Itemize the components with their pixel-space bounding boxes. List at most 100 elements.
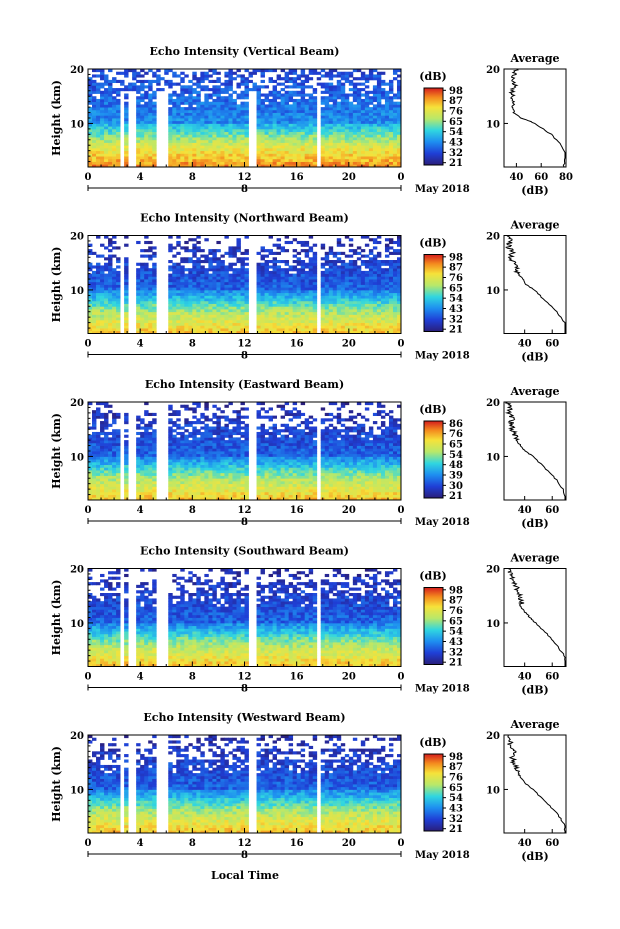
x-tick-label: 20 — [342, 672, 356, 683]
x-axis-label: Local Time — [211, 869, 279, 882]
profile-frame — [503, 734, 567, 834]
panel-3: Echo Intensity (Southward Beam) Height (k… — [50, 545, 567, 697]
date-label: May 2018 — [415, 184, 470, 195]
colorbar-tick-label: 76 — [449, 429, 463, 440]
profile-line — [508, 68, 566, 168]
colorbar-unit: (dB) — [419, 237, 446, 250]
x-tick-label: 0 — [398, 339, 405, 350]
y-tick-label: 20 — [70, 565, 84, 576]
colorbar-tick-label: 65 — [449, 616, 463, 627]
panel-title: Echo Intensity (Westward Beam) — [143, 711, 345, 724]
x-tick-label: 8 — [189, 838, 196, 849]
date-label: May 2018 — [415, 351, 470, 362]
panel-2: Echo Intensity (Eastward Beam) Height (km… — [50, 378, 567, 530]
colorbar-tick-label: 43 — [449, 138, 463, 149]
profile-title: Average — [509, 552, 559, 565]
x-tick-label: 16 — [290, 672, 304, 683]
profile-x-tick-label: 40 — [518, 339, 532, 350]
colorbar-tick-label: 65 — [449, 283, 463, 294]
x-tick-label: 4 — [137, 672, 144, 683]
panel-title: Echo Intensity (Vertical Beam) — [149, 45, 339, 58]
x-tick-label: 16 — [290, 838, 304, 849]
profile-x-label: (dB) — [521, 184, 548, 197]
colorbar-tick-label: 76 — [449, 106, 463, 117]
x-tick-label: 4 — [137, 172, 144, 183]
colorbar-tick-label: 65 — [449, 117, 463, 128]
colorbar-tick-label: 32 — [449, 814, 463, 825]
profile-frame — [503, 68, 567, 168]
colorbar-tick-label: 76 — [449, 606, 463, 617]
panel-title: Echo Intensity (Southward Beam) — [140, 545, 349, 558]
colorbar — [423, 587, 444, 665]
colorbar-tick-label: 21 — [449, 658, 463, 669]
profile-x-label: (dB) — [521, 351, 548, 364]
y-tick-label: 20 — [70, 232, 84, 243]
heatmap-cells — [88, 568, 402, 667]
colorbar-tick-label: 32 — [449, 148, 463, 159]
colorbar-unit: (dB) — [419, 403, 446, 416]
profile-x-tick-label: 60 — [545, 838, 559, 849]
x-tick-label: 0 — [398, 838, 405, 849]
date-label: May 2018 — [415, 850, 470, 861]
x-tick-label: 0 — [85, 505, 92, 516]
heatmap-cells — [88, 735, 402, 834]
y-axis-label: Height (km) — [50, 80, 63, 156]
colorbar-tick-label: 54 — [449, 450, 463, 461]
x-tick-label: 4 — [137, 838, 144, 849]
x-tick-label: 12 — [238, 672, 252, 683]
day-label: 8 — [241, 850, 248, 861]
colorbar-tick-label: 87 — [449, 96, 463, 107]
y-tick-label: 10 — [70, 619, 84, 630]
profile-x-tick-label: 40 — [518, 838, 532, 849]
panel-1: Echo Intensity (Northward Beam) Height (k… — [50, 212, 567, 364]
y-tick-label: 20 — [70, 65, 84, 76]
profile-title: Average — [509, 52, 559, 65]
colorbar-tick-label: 98 — [449, 585, 463, 596]
x-tick-label: 16 — [290, 172, 304, 183]
profile-title: Average — [509, 385, 559, 398]
y-tick-label: 10 — [70, 286, 84, 297]
colorbar-tick-label: 87 — [449, 263, 463, 274]
x-tick-label: 0 — [85, 339, 92, 350]
day-label: 8 — [241, 517, 248, 528]
profile-y-tick-label: 20 — [486, 232, 500, 243]
profile-frame — [503, 235, 567, 334]
x-tick-label: 0 — [85, 172, 92, 183]
colorbar-tick-label: 43 — [449, 804, 463, 815]
colorbar-tick-label: 48 — [449, 460, 463, 471]
colorbar — [423, 254, 444, 332]
heatmap-cells — [88, 235, 402, 334]
y-tick-label: 20 — [70, 731, 84, 742]
x-tick-label: 8 — [189, 172, 196, 183]
profile-x-tick-label: 60 — [545, 339, 559, 350]
colorbar-tick-label: 32 — [449, 314, 463, 325]
panel-title: Echo Intensity (Northward Beam) — [140, 212, 349, 225]
colorbar-tick-label: 76 — [449, 772, 463, 783]
profile-line — [504, 401, 566, 500]
colorbar-tick-label: 43 — [449, 637, 463, 648]
x-tick-label: 12 — [238, 339, 252, 350]
profile-x-tick-label: 40 — [518, 505, 532, 516]
heatmap-cells — [88, 69, 402, 168]
profile-y-tick-label: 20 — [486, 65, 500, 76]
colorbar-tick-label: 32 — [449, 647, 463, 658]
y-axis-label: Height (km) — [50, 247, 63, 323]
profile-y-tick-label: 20 — [486, 398, 500, 409]
profile-x-label: (dB) — [521, 684, 548, 697]
profile-x-tick-label: 60 — [545, 672, 559, 683]
x-tick-label: 4 — [137, 505, 144, 516]
date-label: May 2018 — [415, 517, 470, 528]
profile-y-tick-label: 20 — [486, 565, 500, 576]
x-tick-label: 12 — [238, 172, 252, 183]
x-tick-label: 20 — [342, 505, 356, 516]
panel-4: Echo Intensity (Westward Beam) Height (km… — [50, 711, 567, 863]
x-tick-label: 16 — [290, 505, 304, 516]
colorbar-tick-label: 87 — [449, 596, 463, 607]
profile-title: Average — [509, 219, 559, 232]
colorbar-tick-label: 76 — [449, 273, 463, 284]
x-tick-label: 0 — [398, 672, 405, 683]
colorbar-tick-label: 21 — [449, 824, 463, 835]
colorbar-tick-label: 87 — [449, 762, 463, 773]
x-tick-label: 16 — [290, 339, 304, 350]
